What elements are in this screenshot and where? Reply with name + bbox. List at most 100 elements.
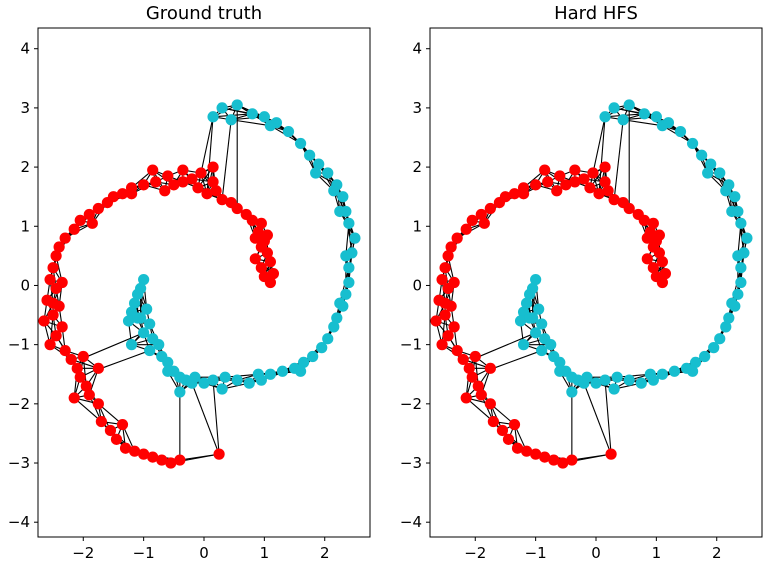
data-point bbox=[165, 457, 177, 469]
data-point bbox=[252, 368, 264, 380]
data-point bbox=[674, 125, 687, 138]
data-point bbox=[735, 217, 747, 229]
x-tick-label: −1 bbox=[133, 544, 155, 562]
data-point bbox=[530, 327, 542, 339]
data-point bbox=[156, 454, 168, 466]
data-point bbox=[44, 273, 56, 286]
data-point bbox=[623, 374, 635, 386]
data-point bbox=[496, 424, 509, 437]
data-point bbox=[487, 415, 499, 428]
data-point bbox=[304, 149, 316, 161]
axes-frame bbox=[37, 27, 371, 538]
data-point bbox=[207, 161, 219, 173]
data-point bbox=[714, 333, 726, 345]
data-point bbox=[705, 158, 717, 170]
data-point bbox=[59, 344, 71, 357]
panel-2: Hard HFS −2 −1 0 1 2 −4 −3 −2 −1 0 1 2 3 4 bbox=[400, 3, 763, 562]
data-point bbox=[554, 170, 566, 182]
data-point bbox=[349, 232, 361, 244]
data-point bbox=[122, 315, 135, 327]
data-point bbox=[493, 196, 506, 209]
data-point bbox=[316, 342, 328, 354]
data-point bbox=[475, 208, 487, 221]
data-point bbox=[210, 185, 222, 197]
data-point bbox=[451, 344, 463, 357]
data-point bbox=[599, 176, 611, 188]
data-point bbox=[668, 365, 681, 377]
data-point bbox=[313, 158, 325, 170]
data-point bbox=[530, 448, 542, 460]
data-point bbox=[557, 457, 569, 469]
y-tick-label: 2 bbox=[412, 158, 422, 176]
data-point bbox=[68, 392, 80, 404]
data-point bbox=[138, 179, 150, 191]
data-point bbox=[569, 176, 581, 188]
data-point bbox=[442, 330, 454, 342]
y-tick-label: 0 bbox=[412, 276, 422, 294]
data-point bbox=[460, 392, 472, 404]
data-point bbox=[650, 270, 662, 283]
data-point bbox=[340, 288, 352, 300]
data-point bbox=[258, 270, 270, 283]
data-point bbox=[608, 102, 620, 114]
data-point bbox=[225, 114, 237, 126]
data-point bbox=[635, 377, 647, 389]
data-point bbox=[551, 185, 563, 197]
data-point bbox=[430, 315, 442, 327]
data-point bbox=[656, 120, 669, 132]
data-point bbox=[590, 377, 602, 389]
data-point bbox=[602, 185, 614, 197]
series-cyan bbox=[122, 99, 361, 398]
data-point bbox=[177, 164, 189, 176]
data-point bbox=[128, 445, 141, 457]
data-point bbox=[436, 339, 448, 351]
data-point bbox=[243, 377, 255, 389]
data-point bbox=[65, 353, 77, 366]
data-point bbox=[463, 362, 475, 374]
x-tick-label: −1 bbox=[525, 544, 547, 562]
data-point bbox=[656, 368, 669, 380]
data-point bbox=[741, 232, 753, 244]
data-point bbox=[732, 250, 744, 262]
graph-edge bbox=[221, 119, 232, 200]
data-point bbox=[632, 208, 644, 221]
data-point bbox=[153, 339, 165, 351]
data-point bbox=[599, 111, 611, 123]
data-point bbox=[524, 312, 536, 324]
data-point bbox=[207, 374, 219, 386]
data-point bbox=[545, 339, 557, 351]
data-point bbox=[50, 330, 62, 342]
data-point bbox=[104, 424, 117, 437]
data-point bbox=[723, 312, 735, 324]
data-point bbox=[445, 241, 457, 253]
data-point bbox=[659, 268, 672, 280]
data-point bbox=[484, 362, 496, 374]
data-point bbox=[340, 250, 352, 262]
data-point bbox=[584, 182, 596, 194]
graph-edge bbox=[191, 382, 220, 455]
chart-title: Hard HFS bbox=[554, 3, 638, 24]
y-tick-label: −3 bbox=[400, 454, 422, 472]
data-point bbox=[566, 386, 578, 398]
data-point bbox=[448, 276, 460, 289]
data-point bbox=[59, 232, 71, 244]
data-point bbox=[71, 362, 83, 374]
data-point bbox=[213, 448, 225, 460]
data-point bbox=[198, 377, 210, 389]
data-point bbox=[86, 217, 98, 229]
data-point bbox=[74, 214, 86, 226]
data-point bbox=[334, 297, 346, 309]
data-point bbox=[255, 217, 267, 229]
data-point bbox=[116, 188, 129, 200]
data-point bbox=[439, 297, 451, 309]
data-point bbox=[267, 268, 280, 280]
data-point bbox=[322, 167, 334, 179]
y-tick-label: 3 bbox=[412, 99, 422, 117]
series-red bbox=[430, 161, 672, 469]
data-point bbox=[216, 383, 228, 395]
y-tick-label: −2 bbox=[8, 395, 30, 413]
data-point bbox=[517, 188, 530, 200]
data-point bbox=[68, 223, 80, 235]
data-point bbox=[47, 297, 59, 309]
data-point bbox=[294, 137, 307, 150]
